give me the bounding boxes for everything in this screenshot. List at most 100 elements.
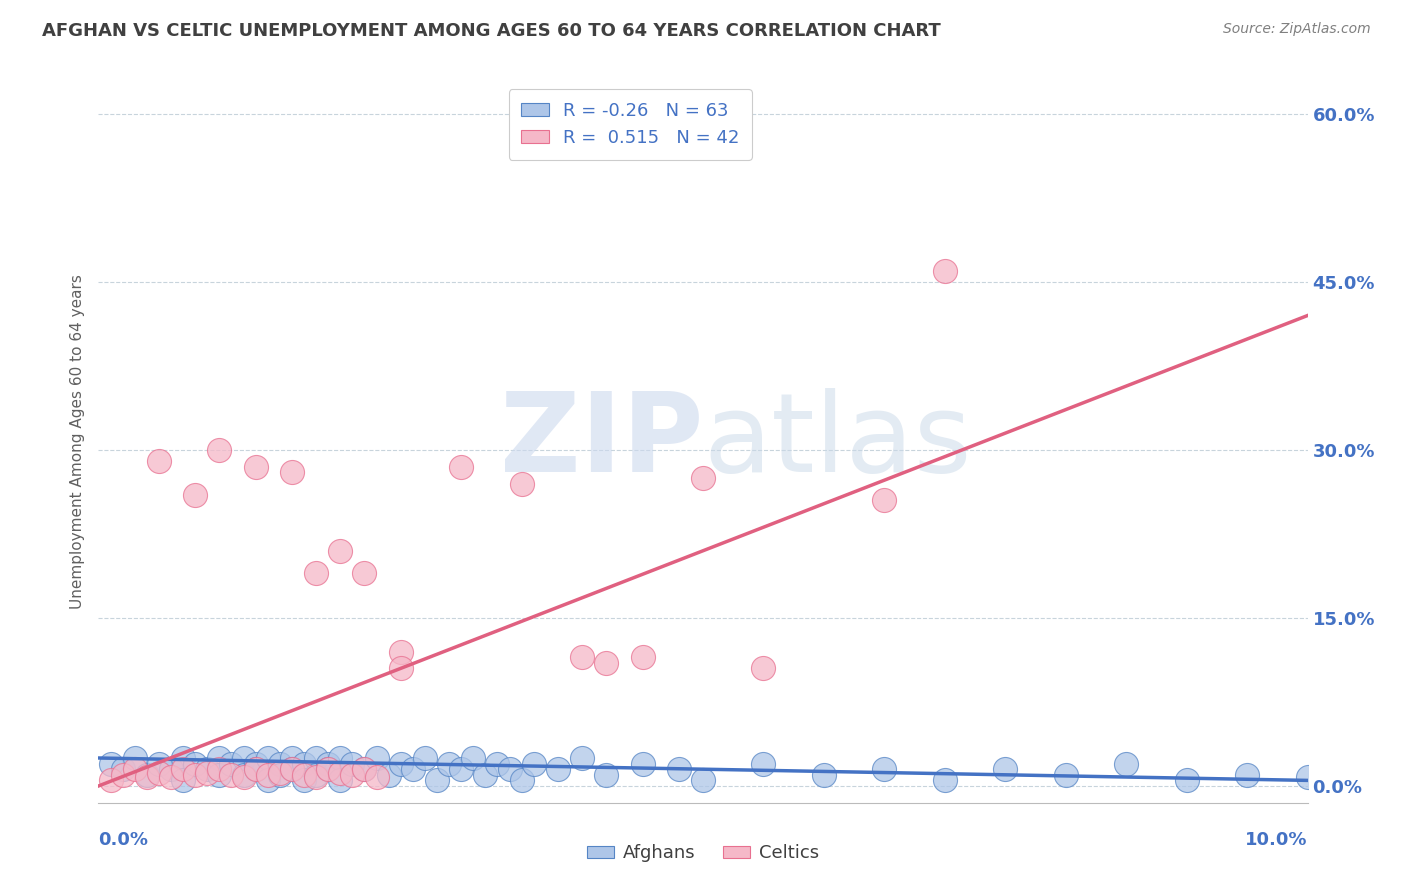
Point (245, 756, 267, 771)
Text: Source: ZipAtlas.com: Source: ZipAtlas.com (1223, 22, 1371, 37)
Point (245, 762, 267, 776)
Point (377, 768, 399, 782)
Point (463, 751, 485, 765)
Point (353, 566, 375, 581)
Point (934, 773, 956, 788)
Point (305, 768, 328, 782)
Point (256, 768, 278, 782)
Point (692, 773, 714, 788)
Text: 0.0%: 0.0% (98, 830, 149, 849)
Text: AFGHAN VS CELTIC UNEMPLOYMENT AMONG AGES 60 TO 64 YEARS CORRELATION CHART: AFGHAN VS CELTIC UNEMPLOYMENT AMONG AGES… (42, 22, 941, 40)
Point (389, 661, 412, 675)
Point (510, 476, 533, 491)
Point (813, 768, 835, 782)
Point (329, 751, 352, 765)
Point (389, 756, 412, 771)
Point (366, 751, 388, 765)
Point (111, 768, 134, 782)
Point (245, 762, 267, 776)
Point (172, 751, 194, 765)
Point (571, 751, 593, 765)
Point (195, 762, 218, 776)
Point (426, 773, 449, 788)
Text: atlas: atlas (703, 388, 972, 495)
Point (353, 762, 375, 776)
Point (450, 459, 472, 474)
Point (1054, 768, 1077, 782)
Point (474, 768, 496, 782)
Point (510, 773, 533, 788)
Point (305, 751, 328, 765)
Point (232, 770, 254, 784)
Point (413, 751, 436, 765)
Point (316, 762, 339, 776)
Point (1236, 768, 1258, 782)
Point (934, 263, 956, 277)
Point (245, 459, 267, 474)
Legend: R = -0.26   N = 63, R =  0.515   N = 42: R = -0.26 N = 63, R = 0.515 N = 42 (509, 89, 752, 160)
Point (208, 751, 231, 765)
Point (437, 756, 460, 771)
Point (135, 768, 157, 782)
Point (305, 770, 328, 784)
Point (342, 768, 364, 782)
Point (873, 493, 896, 508)
Point (148, 454, 170, 468)
Point (208, 768, 231, 782)
Point (195, 765, 218, 780)
Point (232, 768, 254, 782)
Point (292, 756, 315, 771)
Point (316, 756, 339, 771)
Point (256, 773, 278, 788)
Point (692, 471, 714, 485)
Point (353, 762, 375, 776)
Point (124, 751, 146, 765)
Point (160, 762, 183, 776)
Point (305, 566, 328, 581)
Point (172, 762, 194, 776)
Point (148, 765, 170, 780)
Point (208, 442, 231, 457)
Point (100, 773, 122, 788)
Point (111, 762, 134, 776)
Point (148, 756, 170, 771)
Point (595, 656, 617, 670)
Point (172, 773, 194, 788)
Point (184, 756, 207, 771)
Point (389, 644, 412, 658)
Point (752, 756, 775, 771)
Text: 10.0%: 10.0% (1246, 830, 1308, 849)
Text: ZIP: ZIP (499, 388, 703, 495)
Point (523, 756, 546, 771)
Point (329, 543, 352, 558)
Point (269, 768, 291, 782)
Point (1296, 770, 1319, 784)
Point (752, 661, 775, 675)
Point (631, 756, 654, 771)
Point (281, 762, 304, 776)
Point (160, 770, 183, 784)
Point (269, 765, 291, 780)
Point (450, 762, 472, 776)
Point (498, 762, 520, 776)
Legend: Afghans, Celtics: Afghans, Celtics (579, 838, 827, 870)
Point (184, 768, 207, 782)
Point (100, 756, 122, 771)
Point (124, 762, 146, 776)
Point (292, 773, 315, 788)
Point (668, 762, 690, 776)
Point (342, 756, 364, 771)
Point (595, 768, 617, 782)
Point (232, 751, 254, 765)
Point (873, 762, 896, 776)
Point (221, 768, 243, 782)
Point (135, 770, 157, 784)
Point (281, 762, 304, 776)
Point (184, 488, 207, 502)
Point (281, 466, 304, 480)
Point (316, 762, 339, 776)
Point (366, 770, 388, 784)
Point (329, 765, 352, 780)
Point (256, 751, 278, 765)
Point (631, 650, 654, 665)
